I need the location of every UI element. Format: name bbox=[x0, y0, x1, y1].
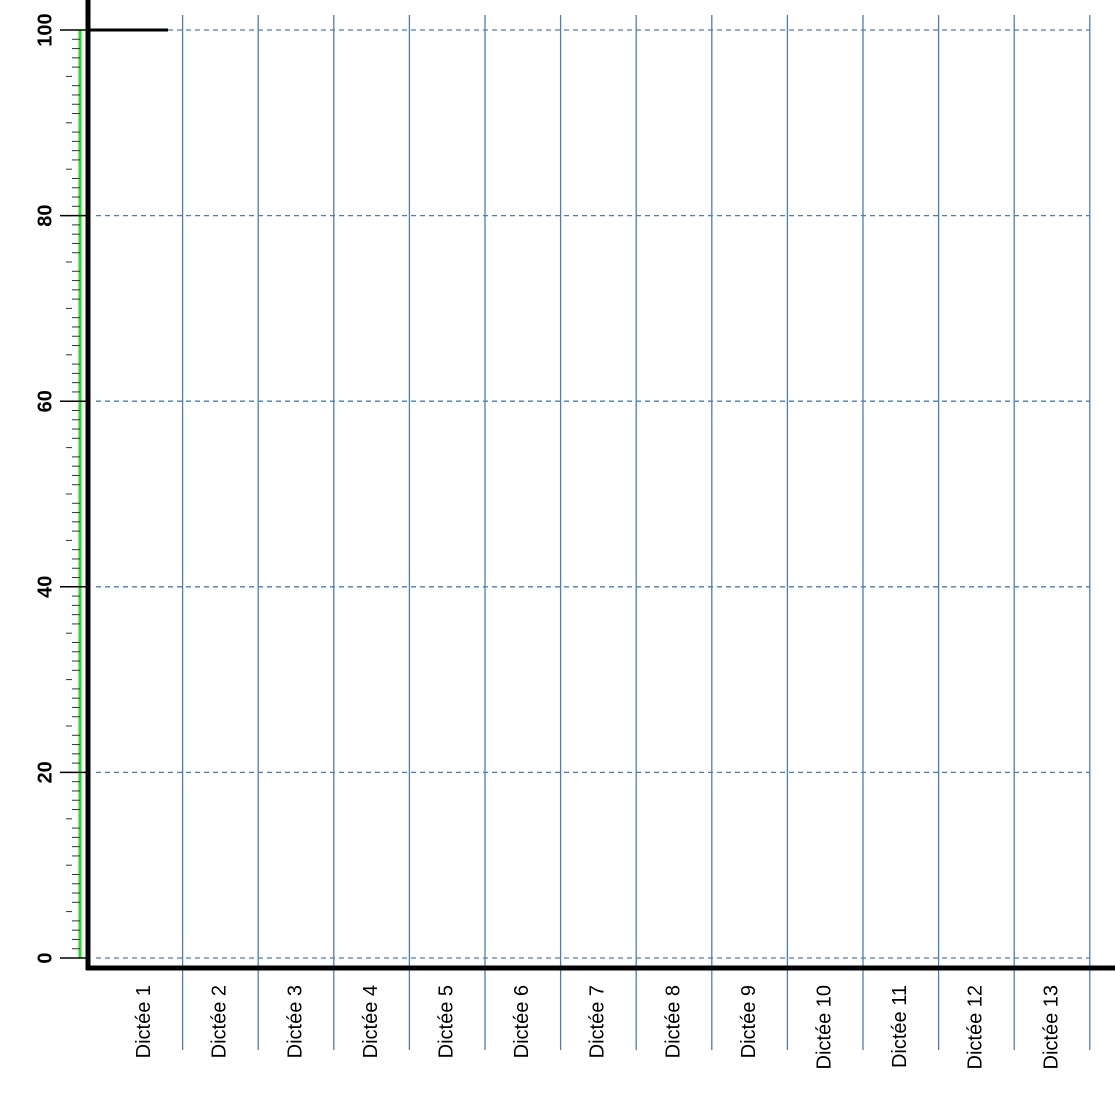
x-tick-label: Dictée 10 bbox=[813, 985, 835, 1070]
x-tick-label: Dictée 7 bbox=[587, 985, 609, 1058]
y-tick-label: 60 bbox=[34, 390, 56, 412]
x-tick-label: Dictée 2 bbox=[209, 985, 231, 1058]
x-tick-label: Dictée 9 bbox=[738, 985, 760, 1058]
y-tick-label: 0 bbox=[34, 952, 56, 963]
y-tick-label: 20 bbox=[34, 761, 56, 783]
y-tick-label: 80 bbox=[34, 204, 56, 226]
x-tick-label: Dictée 5 bbox=[435, 985, 457, 1058]
y-tick-label: 40 bbox=[34, 576, 56, 598]
x-tick-label: Dictée 4 bbox=[360, 985, 382, 1058]
x-tick-label: Dictée 6 bbox=[511, 985, 533, 1058]
x-tick-label: Dictée 8 bbox=[662, 985, 684, 1058]
x-tick-label: Dictée 1 bbox=[133, 985, 155, 1058]
y-tick-label: 100 bbox=[34, 13, 56, 46]
x-tick-label: Dictée 12 bbox=[965, 985, 987, 1070]
x-tick-label: Dictée 11 bbox=[889, 985, 911, 1068]
x-tick-label: Dictée 3 bbox=[284, 985, 306, 1058]
x-tick-label: Dictée 13 bbox=[1040, 985, 1062, 1070]
